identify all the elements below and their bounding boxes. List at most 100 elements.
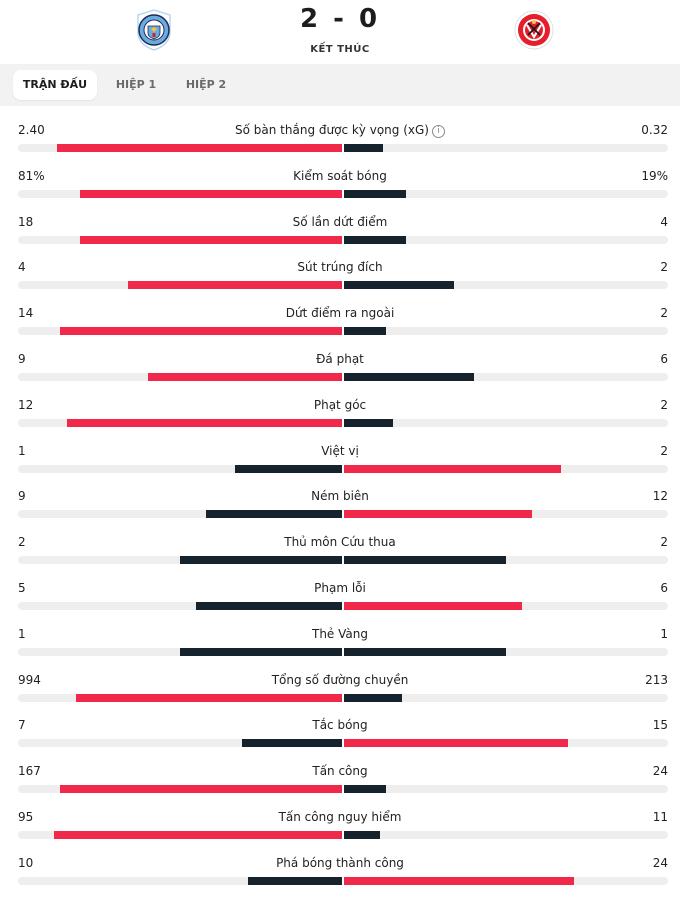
stat-label-text: Đá phạt: [316, 351, 364, 366]
home-stat-bar: [180, 647, 342, 656]
away-stat-track: [344, 372, 668, 381]
stat-label: Kiểm soát bóng: [140, 169, 540, 183]
away-stat-track: [344, 693, 668, 702]
home-stat-bar: [196, 601, 342, 610]
away-stat-track: [344, 830, 668, 839]
stat-label-text: Phá bóng thành công: [276, 855, 404, 870]
home-stat-value: 4: [18, 260, 26, 275]
stat-row: 18 Số lần dứt điểm 4: [0, 201, 680, 247]
home-stat-value: 12: [18, 397, 34, 412]
stat-label-text: Thủ môn Cứu thua: [284, 535, 396, 550]
away-stat-track: [344, 281, 668, 290]
stat-label: Dứt điểm ra ngoài: [140, 306, 540, 320]
info-icon[interactable]: i: [431, 125, 445, 138]
home-stat-value: 95: [18, 809, 34, 824]
away-stat-track: [344, 601, 668, 610]
stat-row: 1 Việt vị 2: [0, 430, 680, 476]
home-stat-track: [18, 418, 342, 427]
home-stat-track: [18, 693, 342, 702]
away-stat-bar: [344, 372, 474, 381]
stat-row: 81% Kiểm soát bóng 19%: [0, 155, 680, 201]
home-stat-value: 9: [18, 351, 26, 366]
stat-label-text: Tổng số đường chuyền: [271, 672, 409, 687]
home-stat-bar: [67, 418, 342, 427]
away-stat-track: [344, 739, 668, 748]
home-stat-bar: [206, 510, 342, 519]
home-stat-value: 7: [18, 718, 26, 733]
stat-label: Thủ môn Cứu thua: [140, 535, 540, 549]
away-team-crest-icon[interactable]: [514, 8, 554, 52]
home-stat-bar: [80, 235, 342, 244]
home-stat-bar: [80, 189, 342, 198]
away-stat-bar: [344, 693, 402, 702]
away-stat-bar: [344, 647, 506, 656]
stat-label-text: Kiểm soát bóng: [293, 168, 387, 183]
away-stat-bar: [344, 418, 393, 427]
away-stat-value: 19%: [641, 168, 668, 183]
home-stat-bar: [128, 281, 342, 290]
home-stat-value: 1: [18, 626, 26, 641]
stat-label: Số lần dứt điểm: [140, 215, 540, 229]
away-stat-track: [344, 785, 668, 794]
away-stat-bar: [344, 601, 522, 610]
stats-list: 2.40 Số bàn thắng được kỳ vọng (xG) i 0.32 8…: [0, 109, 680, 888]
stat-label: Số bàn thắng được kỳ vọng (xG) i: [140, 123, 540, 138]
home-stat-value: 167: [18, 764, 41, 779]
stat-row: 9 Ném biên 12: [0, 475, 680, 521]
stat-label: Ném biên: [140, 489, 540, 503]
stat-row: 2 Thủ môn Cứu thua 2: [0, 521, 680, 567]
stat-label: Thẻ Vàng: [140, 627, 540, 641]
away-stat-bar: [344, 281, 454, 290]
home-stat-bar: [235, 464, 342, 473]
stat-row: 95 Tấn công nguy hiểm 11: [0, 796, 680, 842]
away-stat-value: 11: [652, 809, 668, 824]
away-stat-value: 4: [660, 214, 668, 229]
stat-row: 7 Tắc bóng 15: [0, 704, 680, 750]
away-stat-track: [344, 235, 668, 244]
tab-second-half[interactable]: HIỆP 2: [185, 78, 227, 91]
stat-label: Việt vị: [140, 444, 540, 458]
away-stat-bar: [344, 144, 383, 152]
stat-label-text: Số lần dứt điểm: [292, 214, 388, 229]
stat-row: 5 Phạm lỗi 6: [0, 567, 680, 613]
away-stat-bar: [344, 739, 568, 748]
away-stat-bar: [344, 464, 561, 473]
match-header: 2 - 0 KẾT THÚC: [0, 0, 680, 64]
home-stat-track: [18, 281, 342, 290]
home-stat-value: 14: [18, 306, 34, 321]
away-stat-bar: [344, 830, 380, 839]
home-team-crest-icon[interactable]: [134, 8, 174, 52]
home-stat-value: 81%: [18, 168, 45, 183]
home-stat-track: [18, 785, 342, 794]
away-stat-value: 0.32: [641, 123, 668, 137]
stat-label-text: Số bàn thắng được kỳ vọng (xG): [235, 123, 429, 137]
away-stat-track: [344, 876, 668, 885]
tab-full-match[interactable]: TRẬN ĐẤU: [13, 70, 97, 100]
away-stat-value: 2: [660, 535, 668, 550]
stat-label-text: Tắc bóng: [312, 718, 368, 733]
away-stat-value: 15: [652, 718, 668, 733]
home-stat-track: [18, 144, 342, 152]
home-stat-track: [18, 876, 342, 885]
stat-label-text: Dứt điểm ra ngoài: [285, 306, 395, 321]
away-stat-value: 213: [645, 672, 668, 687]
home-stat-bar: [57, 144, 342, 152]
stat-row: 12 Phạt góc 2: [0, 384, 680, 430]
home-stat-bar: [248, 876, 342, 885]
away-stat-bar: [344, 235, 406, 244]
away-stat-track: [344, 464, 668, 473]
away-stat-track: [344, 556, 668, 565]
home-stat-bar: [54, 830, 342, 839]
home-stat-value: 994: [18, 672, 41, 687]
stat-label-text: Tấn công: [312, 764, 368, 779]
tab-first-half[interactable]: HIỆP 1: [115, 78, 157, 91]
home-stat-track: [18, 189, 342, 198]
stat-label-text: Ném biên: [311, 489, 369, 504]
stat-row: 4 Sút trúng đích 2: [0, 246, 680, 292]
away-stat-track: [344, 510, 668, 519]
home-stat-bar: [76, 693, 342, 702]
home-stat-value: 2.40: [18, 123, 45, 137]
home-stat-track: [18, 647, 342, 656]
away-stat-bar: [344, 189, 406, 198]
away-stat-bar: [344, 785, 386, 794]
